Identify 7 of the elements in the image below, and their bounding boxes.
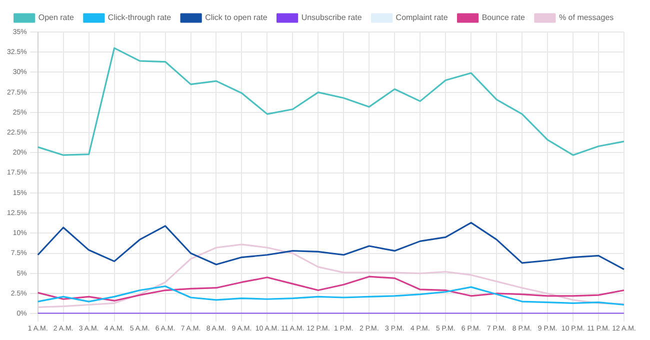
legend-label: Click to open rate [205,13,268,22]
legend-label: % of messages [558,13,614,22]
legend-label: Click-through rate [108,13,172,22]
legend-label: Open rate [38,13,74,22]
legend-label: Complaint rate [396,13,448,22]
legend-label: Bounce rate [482,13,526,22]
legend-label: Unsubscribe rate [301,13,362,22]
